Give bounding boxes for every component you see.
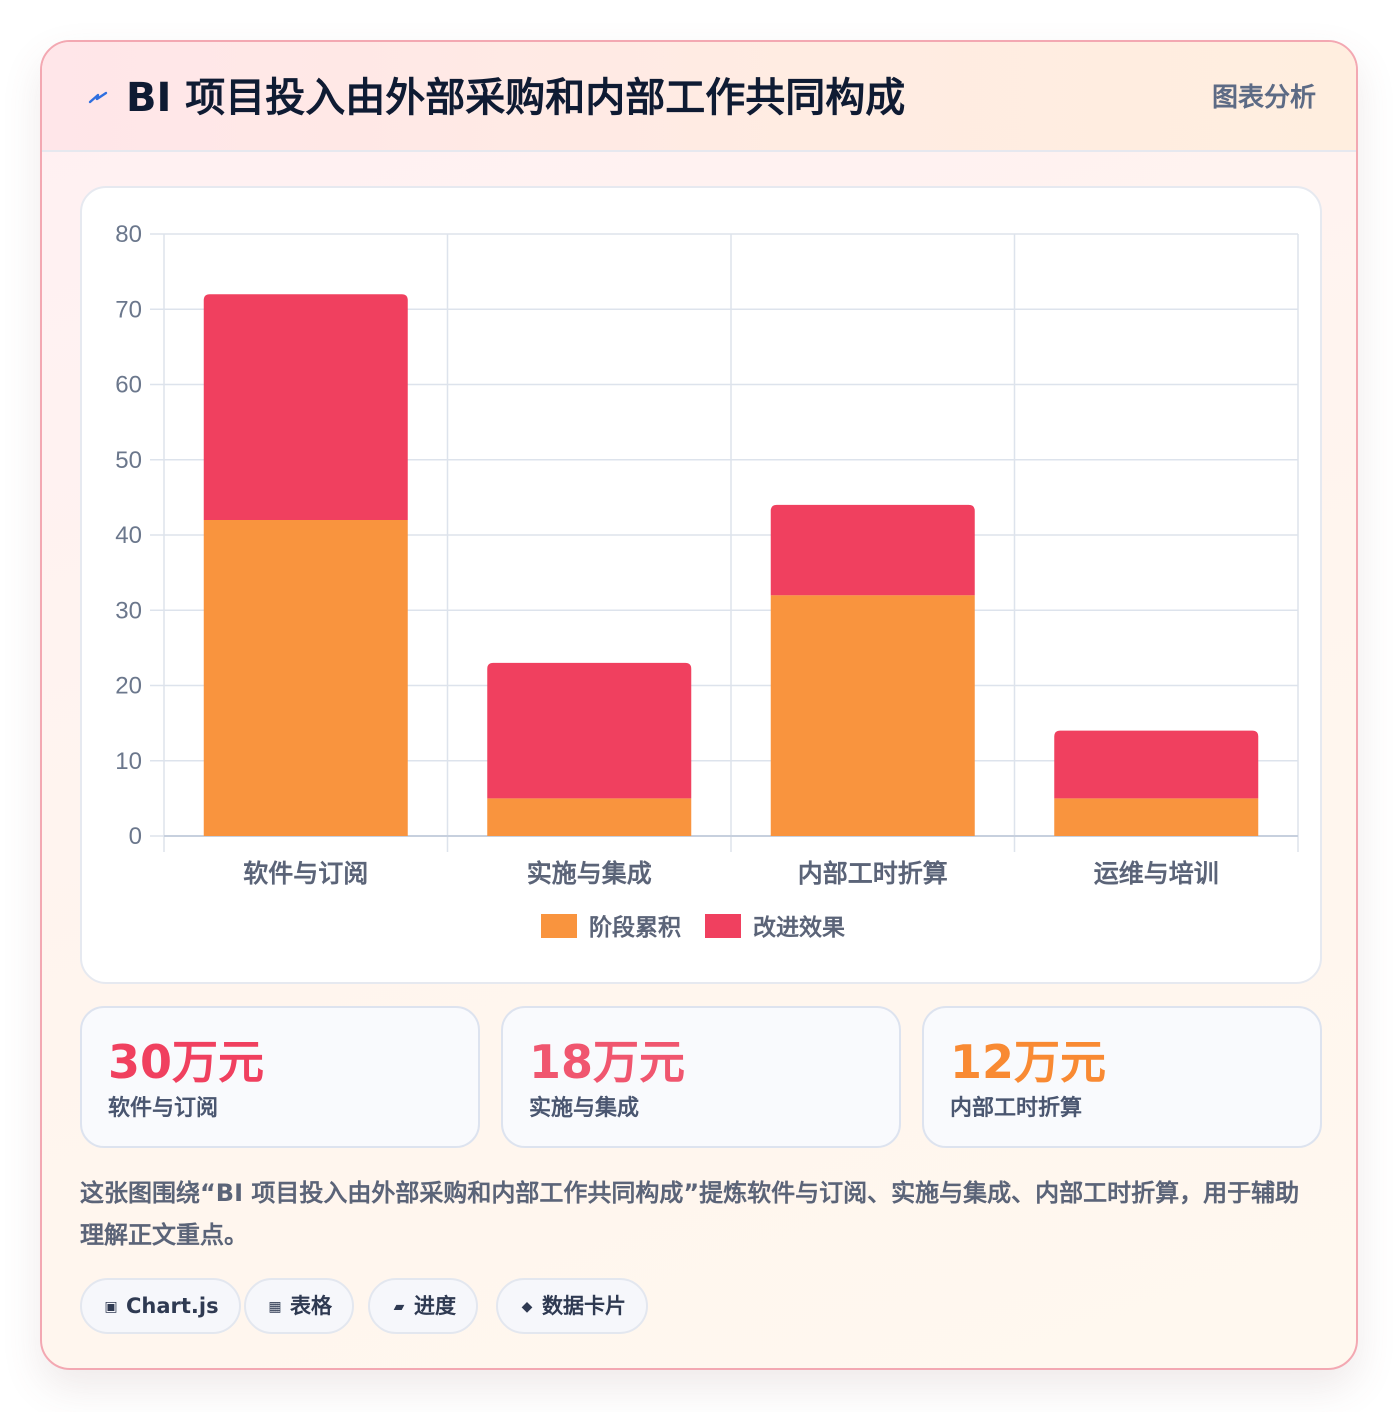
bar-segment-1 — [203, 519, 408, 836]
stat-card-implementation: 18万元 实施与集成 — [501, 1006, 901, 1148]
stat-value: 12万元 — [950, 1035, 1107, 1089]
data-card-icon: ◆ — [521, 1299, 533, 1315]
y-tick-label: 50 — [115, 447, 142, 474]
x-tick-label: 实施与集成 — [527, 859, 652, 888]
tag-label: Chart.js — [126, 1294, 219, 1318]
y-tick-label: 60 — [115, 372, 142, 399]
stat-label: 实施与集成 — [529, 1096, 640, 1121]
bar-segment-1 — [1054, 798, 1259, 836]
chart-card: BI 项目投入由外部采购和内部工作共同构成 图表分析 0 10 20 30 40 50 60… — [40, 40, 1358, 1370]
bar-segment-1 — [487, 798, 692, 836]
bar-segment-2 — [1054, 730, 1259, 799]
tag-label: 数据卡片 — [542, 1294, 626, 1318]
x-tick-label: 软件与订阅 — [243, 859, 368, 888]
legend-swatch — [541, 914, 577, 938]
y-tick-label: 20 — [115, 673, 142, 700]
tag-data-card[interactable]: ◆ 数据卡片 — [496, 1278, 648, 1334]
x-tick-label: 内部工时折算 — [798, 859, 948, 888]
stat-label: 软件与订阅 — [108, 1096, 219, 1121]
lightning-icon — [88, 91, 108, 104]
tag-label: 表格 — [290, 1294, 332, 1318]
page-title: BI 项目投入由外部采购和内部工作共同构成 — [126, 75, 906, 121]
stat-label: 内部工时折算 — [950, 1096, 1083, 1121]
y-tick-label: 30 — [115, 597, 142, 624]
stacked-bar-chart: 0 10 20 30 40 50 60 70 80 软件与订阅 实施与集成 内部工时折算 运维与培训阶段… — [115, 221, 1299, 941]
y-tick-label: 40 — [115, 522, 142, 549]
tag-table[interactable]: ▦ 表格 — [244, 1278, 354, 1334]
bar-segment-2 — [487, 662, 692, 799]
legend-label: 阶段累积 — [589, 914, 681, 941]
stat-card-internal-hours: 12万元 内部工时折算 — [922, 1006, 1322, 1148]
y-tick-label: 10 — [115, 748, 142, 775]
bar-segment-2 — [203, 294, 408, 520]
chart-icon: ▣ — [104, 1299, 118, 1315]
x-tick-label: 运维与培训 — [1094, 859, 1219, 888]
progress-icon: ▰ — [393, 1299, 405, 1315]
chart-panel: 0 10 20 30 40 50 60 70 80 软件与订阅 实施与集成 内部工时折算 运维与培训阶段… — [80, 186, 1322, 984]
chart-analysis-badge: 图表分析 — [1211, 83, 1316, 113]
tag-label: 进度 — [414, 1294, 456, 1318]
legend-label: 改进效果 — [753, 914, 845, 941]
card-header: BI 项目投入由外部采购和内部工作共同构成 图表分析 — [42, 42, 1356, 152]
stat-card-software: 30万元 软件与订阅 — [80, 1006, 480, 1148]
tag-chartjs[interactable]: ▣ Chart.js — [80, 1278, 241, 1334]
stat-value: 30万元 — [108, 1035, 265, 1089]
table-icon: ▦ — [268, 1299, 282, 1315]
y-tick-label: 70 — [115, 296, 142, 323]
bar-segment-2 — [770, 504, 975, 596]
legend-swatch — [705, 914, 741, 938]
stat-value: 18万元 — [529, 1035, 686, 1089]
bar-segment-1 — [770, 595, 975, 836]
y-tick-label: 0 — [129, 823, 142, 850]
chart-description: 这张图围绕“BI 项目投入由外部采购和内部工作共同构成”提炼软件与订阅、实施与集… — [80, 1179, 1300, 1249]
y-tick-label: 80 — [115, 221, 142, 248]
tag-progress[interactable]: ▰ 进度 — [368, 1278, 478, 1334]
